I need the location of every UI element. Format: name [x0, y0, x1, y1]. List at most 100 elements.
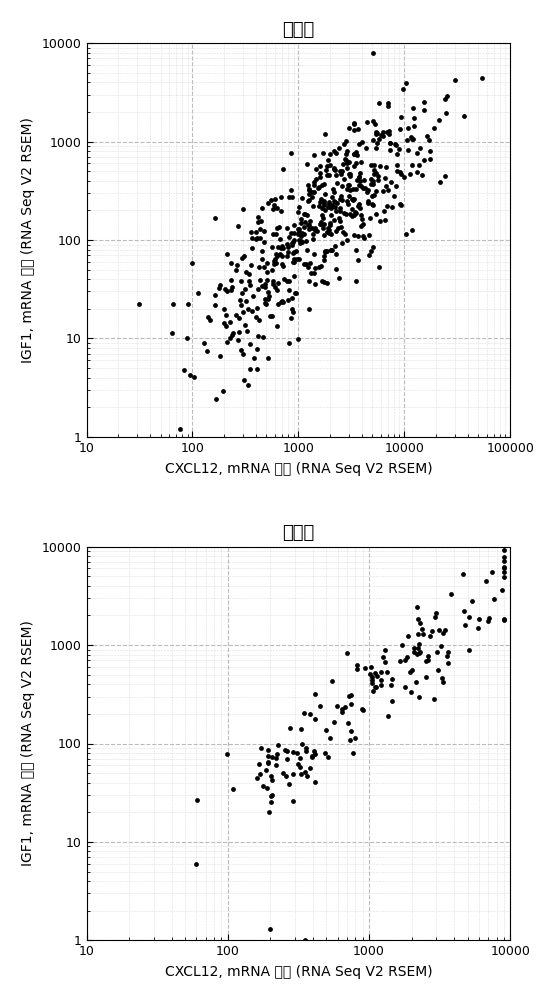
Point	[371, 665, 380, 681]
Point	[220, 301, 229, 317]
Point	[304, 301, 313, 317]
Point	[374, 168, 382, 184]
Point	[441, 91, 450, 107]
Point	[396, 197, 405, 213]
Point	[276, 246, 285, 262]
Point	[329, 212, 338, 228]
Point	[379, 649, 387, 665]
Point	[320, 202, 329, 218]
Point	[371, 116, 380, 132]
Point	[354, 196, 363, 212]
Point	[464, 642, 473, 658]
Point	[244, 273, 253, 289]
Point	[386, 135, 395, 151]
Point	[348, 191, 357, 207]
Point	[264, 291, 273, 307]
Point	[372, 124, 381, 140]
Point	[310, 746, 319, 762]
Point	[319, 216, 328, 232]
Point	[258, 278, 266, 294]
Point	[248, 303, 256, 319]
Point	[377, 127, 386, 143]
Point	[500, 569, 508, 585]
Point	[332, 175, 341, 191]
Point	[362, 184, 371, 200]
Point	[246, 277, 255, 293]
Point	[296, 750, 305, 766]
Point	[261, 762, 270, 778]
Point	[324, 225, 333, 241]
Point	[391, 137, 400, 153]
Point	[348, 201, 357, 217]
Point	[413, 626, 422, 642]
Point	[415, 157, 423, 173]
Point	[290, 254, 299, 270]
Point	[326, 146, 335, 162]
Point	[256, 766, 265, 782]
Title: 胰腺癌: 胰腺癌	[282, 524, 315, 542]
Point	[338, 701, 347, 717]
Point	[253, 341, 261, 357]
Point	[308, 226, 317, 242]
Point	[356, 218, 365, 234]
Point	[348, 208, 357, 224]
Point	[335, 210, 344, 226]
Point	[168, 325, 176, 341]
Point	[368, 188, 377, 204]
Point	[307, 748, 316, 764]
Point	[331, 162, 340, 178]
Point	[330, 194, 339, 210]
Point	[304, 181, 313, 197]
Point	[344, 154, 353, 170]
Point	[301, 206, 310, 222]
Point	[354, 252, 362, 268]
Point	[325, 217, 334, 233]
Point	[349, 122, 358, 138]
Point	[335, 140, 344, 156]
Point	[293, 226, 302, 242]
Point	[239, 201, 248, 217]
Point	[248, 240, 257, 256]
Point	[500, 542, 508, 558]
Point	[305, 217, 314, 233]
Point	[346, 166, 355, 182]
Point	[306, 706, 315, 722]
Point	[345, 120, 354, 136]
Point	[438, 625, 447, 641]
Point	[310, 711, 319, 727]
Point	[322, 224, 331, 240]
Point	[359, 228, 367, 244]
Point	[225, 330, 234, 346]
Point	[288, 245, 297, 261]
Point	[243, 377, 252, 393]
Point	[236, 297, 245, 313]
Point	[341, 133, 350, 149]
Point	[294, 225, 303, 241]
Point	[240, 317, 249, 333]
Point	[413, 164, 422, 180]
Point	[283, 273, 292, 289]
Point	[441, 105, 450, 121]
Point	[369, 113, 378, 129]
Point	[441, 622, 450, 638]
Point	[348, 181, 357, 197]
Point	[437, 670, 446, 686]
Point	[296, 759, 305, 775]
Point	[342, 152, 351, 168]
Point	[311, 220, 320, 236]
Point	[371, 126, 380, 142]
Point	[321, 745, 330, 761]
Point	[254, 214, 263, 230]
Point	[270, 253, 279, 269]
Point	[258, 243, 266, 259]
Point	[268, 262, 276, 278]
Point	[278, 258, 287, 274]
Point	[304, 193, 312, 209]
Point	[310, 147, 319, 163]
Point	[278, 238, 287, 254]
Point	[343, 193, 352, 209]
Point	[297, 228, 306, 244]
Point	[352, 147, 361, 163]
Point	[223, 746, 231, 762]
Point	[199, 335, 208, 351]
